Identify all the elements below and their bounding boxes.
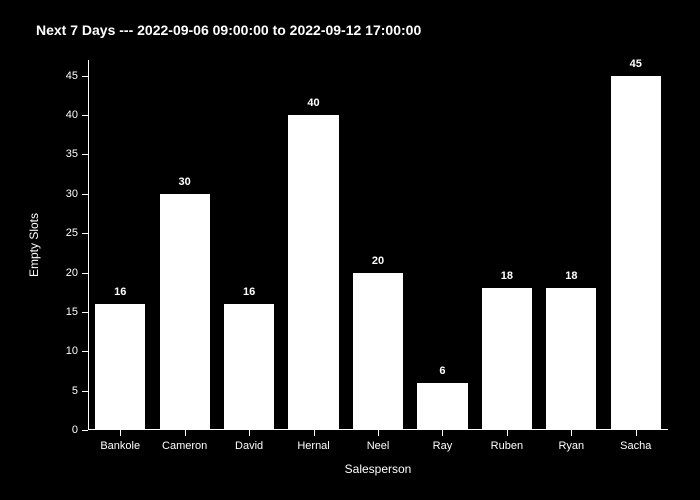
y-tick — [82, 312, 88, 313]
x-tick — [378, 430, 379, 436]
y-tick-label: 15 — [66, 306, 78, 318]
x-tick-label: Ryan — [558, 440, 584, 452]
x-tick — [120, 430, 121, 436]
x-tick-label: Ray — [433, 440, 453, 452]
bar — [160, 194, 210, 430]
x-tick-label: David — [235, 440, 263, 452]
x-tick — [185, 430, 186, 436]
bar — [482, 288, 532, 430]
x-tick-label: Hernal — [297, 440, 329, 452]
x-tick — [442, 430, 443, 436]
y-tick-label: 20 — [66, 267, 78, 279]
x-tick-label: Ruben — [491, 440, 523, 452]
x-tick-label: Cameron — [162, 440, 207, 452]
y-tick-label: 25 — [66, 227, 78, 239]
y-tick — [82, 233, 88, 234]
bar-value-label: 45 — [630, 58, 642, 70]
y-tick-label: 10 — [66, 345, 78, 357]
bar — [417, 383, 467, 430]
x-tick — [507, 430, 508, 436]
y-tick — [82, 76, 88, 77]
y-tick-label: 0 — [72, 424, 78, 436]
y-tick-label: 5 — [72, 385, 78, 397]
x-tick-label: Bankole — [100, 440, 140, 452]
y-tick — [82, 194, 88, 195]
plot-area: 051015202530354045Bankole16Cameron30Davi… — [88, 60, 668, 430]
y-tick — [82, 430, 88, 431]
y-tick — [82, 273, 88, 274]
x-tick-label: Neel — [367, 440, 390, 452]
bar-value-label: 16 — [114, 286, 126, 298]
y-tick-label: 30 — [66, 188, 78, 200]
bar-value-label: 6 — [439, 365, 445, 377]
x-tick — [249, 430, 250, 436]
y-axis-line — [88, 60, 89, 430]
bar-value-label: 30 — [179, 176, 191, 188]
bar — [288, 115, 338, 430]
chart-container: Next 7 Days --- 2022-09-06 09:00:00 to 2… — [0, 0, 700, 500]
y-tick — [82, 115, 88, 116]
x-tick-label: Sacha — [620, 440, 651, 452]
y-tick-label: 45 — [66, 70, 78, 82]
bar — [353, 273, 403, 430]
x-tick — [571, 430, 572, 436]
bar-value-label: 18 — [501, 270, 513, 282]
bar-value-label: 18 — [565, 270, 577, 282]
y-tick — [82, 391, 88, 392]
bar — [611, 76, 661, 430]
y-tick-label: 40 — [66, 109, 78, 121]
y-tick — [82, 154, 88, 155]
x-tick — [636, 430, 637, 436]
y-tick-label: 35 — [66, 148, 78, 160]
chart-title: Next 7 Days --- 2022-09-06 09:00:00 to 2… — [36, 22, 421, 38]
bar-value-label: 40 — [307, 97, 319, 109]
bar-value-label: 16 — [243, 286, 255, 298]
y-axis-title: Empty Slots — [27, 213, 41, 277]
bar — [224, 304, 274, 430]
x-tick — [314, 430, 315, 436]
y-tick — [82, 351, 88, 352]
bar — [95, 304, 145, 430]
x-axis-title: Salesperson — [345, 462, 412, 476]
bar-value-label: 20 — [372, 255, 384, 267]
bar — [546, 288, 596, 430]
